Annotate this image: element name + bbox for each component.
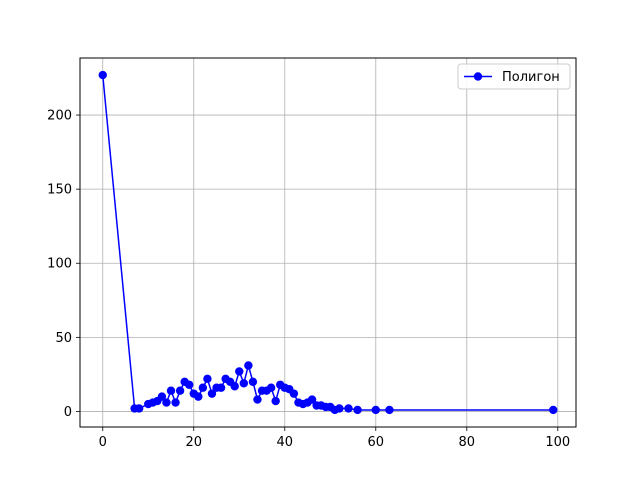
data-point — [307, 395, 317, 404]
y-tick-label: 200 — [47, 109, 72, 124]
data-point — [289, 389, 299, 398]
legend: Полигон — [457, 63, 571, 90]
x-tick-label: 100 — [545, 435, 570, 450]
data-point — [203, 374, 212, 384]
data-point — [162, 398, 171, 407]
y-tick-label: 50 — [55, 331, 72, 346]
legend-box — [457, 63, 571, 90]
x-tick-label: 40 — [276, 435, 293, 450]
data-point — [344, 404, 353, 413]
data-point — [157, 392, 167, 401]
y-tick-label: 100 — [47, 257, 72, 272]
grid — [80, 58, 576, 427]
data-point — [216, 383, 226, 392]
series-layer — [98, 70, 558, 415]
data-point — [98, 70, 107, 80]
data-point — [230, 382, 239, 391]
data-point — [175, 386, 185, 395]
ticks: 0 20 40 60 80 100 0 50 100 150 200 — [47, 109, 570, 450]
y-tick-label: 0 — [64, 405, 72, 420]
data-point — [335, 404, 344, 413]
y-tick-label: 150 — [47, 183, 72, 198]
legend-label: Полигон — [502, 70, 560, 85]
plot-area — [80, 58, 576, 427]
data-point — [134, 404, 144, 413]
data-point — [248, 377, 258, 387]
data-point — [235, 367, 244, 376]
data-point — [353, 405, 362, 415]
x-tick-label: 80 — [459, 435, 476, 450]
data-point — [166, 386, 176, 395]
data-point — [185, 380, 194, 389]
legend-marker — [473, 72, 483, 81]
data-point — [171, 398, 180, 407]
data-point — [271, 396, 280, 406]
data-point — [207, 389, 217, 398]
data-point — [239, 379, 249, 388]
data-point — [253, 395, 262, 404]
x-tick-label: 20 — [185, 435, 202, 450]
data-point — [549, 405, 558, 415]
data-point — [266, 383, 276, 392]
x-tick-label: 60 — [368, 435, 385, 450]
data-point — [198, 383, 208, 392]
data-point — [244, 361, 253, 370]
plot-frame — [79, 57, 577, 428]
data-point — [371, 405, 380, 415]
x-tick-label: 0 — [99, 435, 107, 450]
data-point — [385, 405, 394, 415]
data-point — [194, 392, 203, 401]
